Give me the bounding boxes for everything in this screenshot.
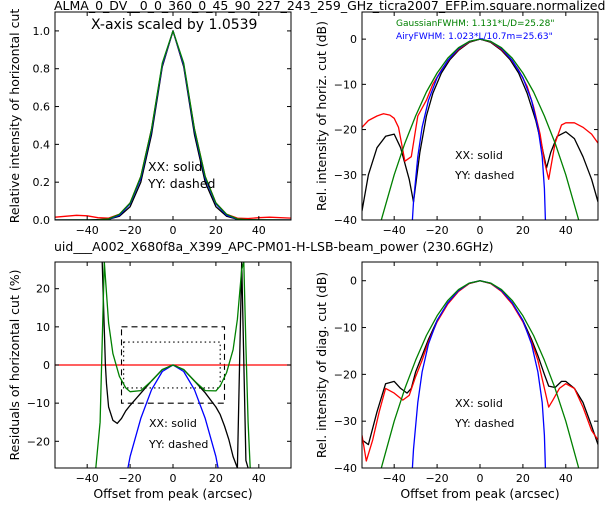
figure-title: ALMA_0_DV__0_0_360_0_45_90_227_243_259_G… — [54, 0, 605, 13]
y-tick-label: 1.0 — [33, 25, 51, 38]
x-tick-label: −20 — [118, 224, 141, 237]
x-tick-label: −40 — [76, 224, 99, 237]
x-tick-label: 20 — [209, 472, 223, 485]
y-tick-label: −20 — [27, 435, 50, 448]
y-tick-label: 10 — [36, 321, 50, 334]
annotation-text: YY: dashed — [454, 169, 514, 182]
x-tick-label: −20 — [425, 472, 448, 485]
annotation-text: XX: solid — [148, 159, 202, 174]
legend-entry: GaussianFWHM: 1.131*L/D=25.28" — [396, 19, 554, 29]
series-line-1 — [55, 30, 291, 220]
x-tick-label: 0 — [170, 224, 177, 237]
x-tick-label: 0 — [477, 224, 484, 237]
panel-p3: −40 −20 0 20 40 −20 −10 0 10 20 Residuals of horiz… — [7, 261, 292, 501]
y-tick-label: −20 — [334, 368, 357, 381]
x-tick-label: 40 — [559, 472, 573, 485]
y-tick-label: 0 — [350, 33, 357, 46]
y-axis-label: Relative intensity of horizontal cut — [7, 9, 22, 224]
x-tick-label: −40 — [76, 472, 99, 485]
annotation-text: YY: dashed — [148, 438, 208, 451]
y-tick-label: −30 — [334, 169, 357, 182]
figure-subtitle: uid___A002_X680f8a_X399_APC-PM01-H-LSB-b… — [54, 239, 494, 254]
y-tick-label: 20 — [36, 283, 50, 296]
y-tick-label: 0 — [350, 275, 357, 288]
x-tick-label: 0 — [170, 472, 177, 485]
annotation-text: XX: solid — [455, 397, 503, 410]
x-tick-label: 20 — [516, 224, 530, 237]
plot-area — [55, 30, 291, 220]
panel-p1: −40 −20 0 20 40 0.0 0.2 0.4 0.6 0.8 1.0 Relative in… — [7, 9, 292, 237]
panel-p4: −40 −20 0 20 40 −40 −30 −20 −10 0 Rel. intensity o… — [314, 261, 599, 501]
series-line-4 — [55, 30, 291, 220]
x-tick-label: −40 — [383, 472, 406, 485]
y-axis-label: Rel. intensity of horiz. cut (dB) — [314, 21, 329, 211]
series-line-4 — [380, 280, 580, 468]
y-tick-label: −10 — [27, 397, 50, 410]
annotation-text: XX: solid — [149, 417, 197, 430]
x-tick-label: 40 — [252, 472, 266, 485]
panel-p2: −40 −20 0 20 40 −40 −30 −20 −10 0 Rel. intensity o… — [314, 11, 599, 237]
plot-area — [362, 38, 598, 220]
y-axis-label: Rel. intensity of diag. cut (dB) — [314, 272, 329, 458]
x-tick-label: −40 — [383, 224, 406, 237]
series-line-3 — [411, 280, 547, 468]
x-tick-label: −20 — [118, 472, 141, 485]
y-tick-label: 0.8 — [33, 63, 51, 76]
axes-frame — [361, 11, 599, 221]
y-tick-label: −40 — [334, 214, 357, 227]
x-axis-label: Offset from peak (arcsec) — [93, 486, 252, 501]
annotation-text: YY: dashed — [454, 417, 514, 430]
x-tick-label: 20 — [209, 224, 223, 237]
legend-entry: AiryFWHM: 1.023*L/10.7m=25.63" — [396, 32, 553, 42]
y-tick-label: −20 — [334, 124, 357, 137]
series-line-4 — [380, 38, 580, 220]
y-tick-label: −10 — [334, 78, 357, 91]
x-tick-label: 40 — [559, 224, 573, 237]
x-tick-label: −20 — [425, 224, 448, 237]
y-tick-label: −30 — [334, 415, 357, 428]
x-tick-label: 0 — [477, 472, 484, 485]
y-tick-label: −40 — [334, 462, 357, 475]
series-line-3 — [95, 262, 251, 468]
y-tick-label: 0.6 — [33, 101, 51, 114]
y-axis-label: Residuals of horizontal cut (%) — [7, 270, 22, 461]
x-tick-label: 40 — [252, 224, 266, 237]
y-tick-label: −10 — [334, 322, 357, 335]
plot-area — [55, 262, 291, 468]
y-tick-label: 0.4 — [33, 138, 51, 151]
annotation-text: XX: solid — [455, 149, 503, 162]
y-tick-label: 0.2 — [33, 176, 51, 189]
y-tick-label: 0.0 — [33, 214, 51, 227]
axes-frame — [361, 261, 599, 469]
annotation-text: X-axis scaled by 1.0539 — [91, 17, 257, 33]
series-line-2 — [362, 280, 598, 462]
series-line-3 — [55, 30, 291, 220]
y-tick-label: 0 — [43, 359, 50, 372]
plot-area — [362, 280, 598, 468]
x-axis-label: Offset from peak (arcsec) — [400, 486, 559, 501]
series-line-3 — [411, 38, 547, 220]
x-tick-label: 20 — [516, 472, 530, 485]
annotation-text: YY: dashed — [147, 176, 215, 191]
